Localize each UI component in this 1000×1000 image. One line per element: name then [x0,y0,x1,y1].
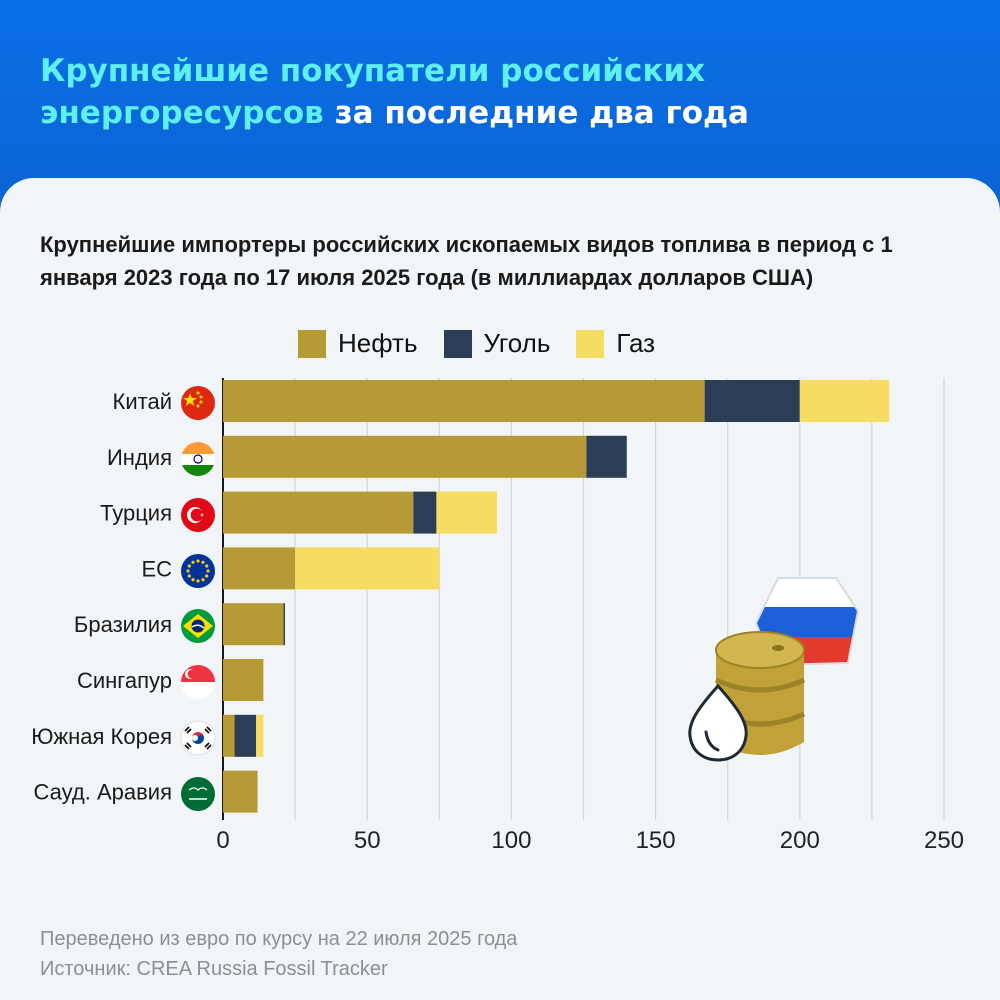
bar-segment [223,603,284,646]
bar-segment [295,547,440,590]
bar-segment [704,380,800,422]
bar-segment [256,714,264,757]
bar-segment [586,435,627,478]
bar-segment [234,714,257,757]
bar-segment [223,770,258,813]
chart-legend: Нефть Уголь Газ [298,328,655,359]
category-label: ЕС [141,556,172,581]
flag-turkey-icon [181,498,215,532]
legend-swatch-oil [298,329,326,358]
category-label: Китай [113,389,172,414]
legend-label-coal: Уголь [483,328,551,358]
flag-eu-icon [181,554,215,588]
bar-segment [436,491,497,534]
legend-item-gas: Газ [576,328,655,359]
x-tick-label: 250 [924,827,964,854]
footnote-source: Источник: CREA Russia Fossil Tracker [40,958,388,980]
title-highlight: Крупнейшие покупатели российских энергор… [40,53,706,131]
category-label: Сауд. Аравия [34,780,173,805]
flag-china-icon [181,386,215,420]
bar-segment [283,603,286,646]
legend-item-coal: Уголь [443,328,551,359]
x-tick-label: 0 [216,827,229,854]
bar-segment [799,380,890,422]
category-label: Бразилия [74,612,172,637]
bars-layer [223,380,890,813]
bar-segment [223,491,414,534]
legend-item-oil: Нефть [298,328,418,359]
title-rest: за последние два года [334,95,749,131]
page-title: Крупнейшие покупатели российских энергор… [40,50,940,134]
category-label: Турция [100,501,172,526]
flag-india-icon [181,442,215,476]
bar-segment [413,491,437,534]
russian-flag-icon [754,577,860,667]
flag-saudi-arabia-icon [181,777,215,811]
category-label: Сингапур [77,668,172,693]
flags-layer [180,386,216,811]
legend-swatch-coal [443,329,472,358]
oil-drop-icon [688,683,748,762]
flag-south-korea-icon [180,720,216,756]
bar-segment [223,380,705,422]
x-tick-label: 50 [354,827,381,854]
bar-segment [223,659,264,701]
flag-singapore-icon [181,665,215,699]
bar-segment [223,547,296,590]
legend-label-oil: Нефть [338,328,418,358]
category-label: Южная Корея [31,724,172,749]
category-labels-layer: Китай Индия Турция ЕС Бразилия Сингапур Южная … [31,389,172,805]
x-tick-label: 200 [780,827,820,854]
x-tick-label: 150 [636,827,676,854]
legend-label-gas: Газ [616,328,656,358]
footnote-conversion: Переведено из евро по курсу на 22 июля 2… [40,928,518,950]
bar-segment [223,435,587,478]
category-label: Индия [107,445,172,470]
legend-swatch-gas [576,329,605,358]
ticks-layer: 0 50 100 150 200 250 [216,827,964,854]
flag-brazil-icon [181,609,215,643]
bar-segment [223,714,235,757]
x-tick-label: 100 [491,827,531,854]
chart-title: Крупнейшие импортеры российских ископаем… [40,232,893,290]
